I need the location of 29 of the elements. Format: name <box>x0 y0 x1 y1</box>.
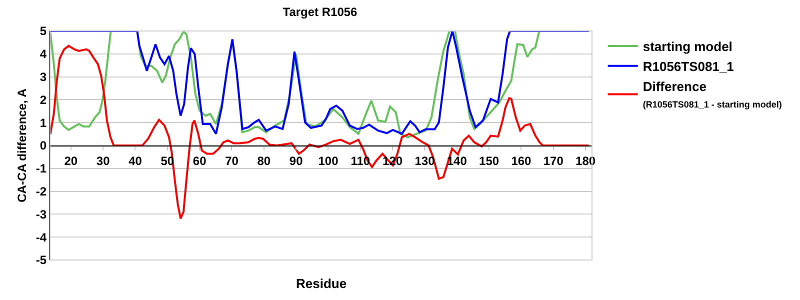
legend-label: starting model <box>642 39 732 54</box>
x-tick-label: 160 <box>511 154 532 168</box>
x-tick-label: 20 <box>64 154 78 168</box>
chart-title: Target R1056 <box>282 4 358 19</box>
y-tick-label: 2 <box>40 92 47 107</box>
y-tick-label: -3 <box>36 207 47 222</box>
y-tick-label: -1 <box>36 162 47 176</box>
x-tick-label: 180 <box>576 154 596 168</box>
y-tick-label: -2 <box>36 184 47 198</box>
x-tick-label: 90 <box>289 154 304 168</box>
y-tick-label: 1 <box>40 116 47 130</box>
y-tick-label: 4 <box>40 47 47 62</box>
x-tick-label: 170 <box>543 154 564 168</box>
x-tick-label: 40 <box>128 154 142 168</box>
x-tick-label: 80 <box>257 154 271 168</box>
legend-label: Difference (R1056TS081_1 - starting model) <box>642 78 782 110</box>
x-tick-label: 30 <box>96 154 110 168</box>
y-tick-label: -4 <box>36 230 47 244</box>
y-tick-label: 3 <box>40 70 47 84</box>
y-axis-title: CA-CA difference, A <box>15 88 30 202</box>
x-axis-title: Residue <box>296 276 347 291</box>
y-tick-label: 5 <box>40 24 47 38</box>
x-tick-label: 150 <box>479 154 500 168</box>
x-tick-label: 100 <box>318 154 339 168</box>
y-tick-label: 0 <box>40 138 47 153</box>
x-tick-label: 70 <box>225 154 239 168</box>
y-tick-label: -5 <box>36 253 47 268</box>
x-tick-label: 60 <box>192 154 207 168</box>
legend-label: R1056TS081_1 <box>642 58 734 74</box>
